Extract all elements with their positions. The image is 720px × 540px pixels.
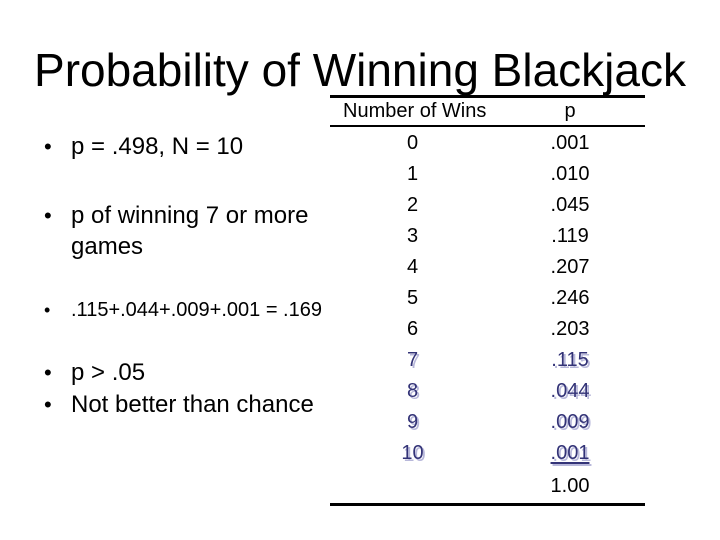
table-row: 1 .010 — [330, 159, 645, 190]
column-header-p: p — [564, 100, 576, 122]
cell-wins: 0 — [406, 132, 419, 154]
table-row: 9 .009 — [330, 407, 645, 438]
cell-p: .045 — [550, 194, 590, 216]
bullet-text: p = .498, N = 10 — [71, 133, 244, 160]
cell-p: .044 — [550, 380, 590, 402]
bullet-icon: • — [44, 392, 52, 417]
bullet-text: .115+.044+.009+.001 = .169 — [71, 299, 322, 321]
bullet-icon: • — [44, 360, 52, 385]
cell-p: .203 — [550, 318, 590, 340]
table-bottom-rule — [330, 503, 645, 506]
cell-wins: 7 — [406, 349, 419, 371]
cell-wins: 10 — [401, 442, 424, 464]
table-total-value: 1.00 — [550, 475, 590, 497]
cell-wins: 3 — [406, 225, 419, 247]
cell-wins: 9 — [406, 411, 419, 433]
cell-p: .246 — [550, 287, 590, 309]
cell-wins: 1 — [406, 163, 419, 185]
slide-title: Probability of Winning Blackjack — [34, 44, 686, 96]
bullet-icon: • — [44, 203, 52, 228]
cell-p: .010 — [550, 163, 590, 185]
cell-p: .001 — [550, 442, 590, 464]
table-row: 3 .119 — [330, 221, 645, 252]
table-row: 5 .246 — [330, 283, 645, 314]
table-header-rule — [330, 125, 645, 127]
bullet-text: p of winning 7 or more games — [71, 202, 309, 260]
table-row: 10 .001 — [330, 438, 645, 469]
table-row: 4 .207 — [330, 252, 645, 283]
table-top-rule — [330, 95, 645, 98]
bullet-item-sum-equation: • .115+.044+.009+.001 = .169 — [44, 297, 344, 323]
bullet-item-p-value: • p = .498, N = 10 — [44, 131, 344, 162]
bullet-item-winning-7-or-more: • p of winning 7 or more games — [44, 200, 326, 262]
table-row: 8 .044 — [330, 376, 645, 407]
bullet-item-p-greater-05: • p > .05 — [44, 357, 344, 388]
column-header-wins: Number of Wins — [343, 100, 487, 122]
table-rows: 0 .001 1 .010 2 .045 3 .119 4 .207 5 .246 6 .203 7 .115… — [330, 128, 645, 469]
bullet-icon: • — [44, 134, 52, 159]
cell-wins: 8 — [406, 380, 419, 402]
table-row: 2 .045 — [330, 190, 645, 221]
cell-p: .115 — [551, 349, 589, 371]
table-row: 6 .203 — [330, 314, 645, 345]
cell-p: .207 — [550, 256, 590, 278]
bullet-text: p > .05 — [71, 359, 146, 386]
cell-p: .001 — [550, 132, 590, 154]
bullet-icon: • — [44, 300, 51, 320]
cell-p: .009 — [550, 411, 590, 433]
table-row: 7 .115 — [330, 345, 645, 376]
probability-table: Number of Wins p 0 .001 1 .010 2 .045 3 .119 4 .2… — [330, 95, 645, 507]
cell-wins: 2 — [406, 194, 419, 216]
cell-p: .119 — [551, 225, 589, 247]
cell-wins: 4 — [406, 256, 419, 278]
bullet-text: Not better than chance — [71, 391, 314, 418]
cell-wins: 5 — [406, 287, 419, 309]
table-row: 0 .001 — [330, 128, 645, 159]
cell-wins: 6 — [406, 318, 419, 340]
bullet-item-not-better-than-chance: • Not better than chance — [44, 389, 364, 420]
